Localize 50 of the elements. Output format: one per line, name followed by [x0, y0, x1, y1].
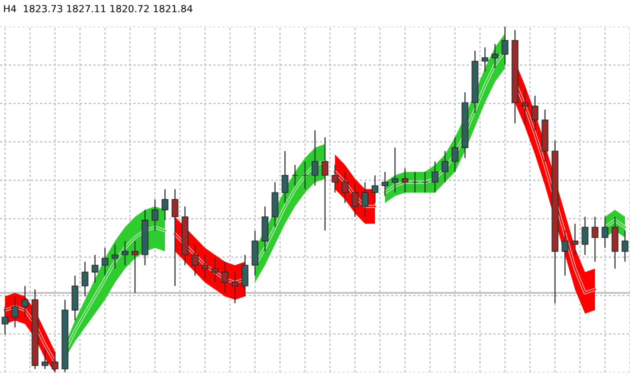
candlestick [102, 247, 108, 276]
candlestick [312, 130, 318, 186]
candlestick [92, 254, 98, 284]
chart-title: H4 1823.73 1827.11 1820.72 1821.84 [4, 4, 192, 12]
candlestick [222, 261, 228, 294]
candlestick [52, 351, 58, 372]
candlestick [532, 95, 538, 131]
candlestick [592, 216, 598, 262]
candlestick [42, 348, 48, 370]
candlestick [482, 46, 488, 72]
candlestick [432, 160, 438, 194]
candlestick [162, 188, 168, 221]
candlestick [212, 258, 218, 284]
candlestick [302, 160, 308, 190]
candlestick [422, 171, 428, 194]
candlestick [622, 230, 628, 262]
candlestick [192, 244, 198, 276]
candlestick [352, 182, 358, 218]
candlestick [412, 171, 418, 194]
candlestick [522, 88, 528, 124]
candlestick [292, 164, 298, 186]
candlestick [332, 164, 338, 194]
candlestick [582, 216, 588, 256]
candlestick [112, 244, 118, 270]
candlestick [452, 136, 458, 172]
candlestick [122, 240, 128, 266]
candlestick [132, 240, 138, 294]
candlestick [382, 171, 388, 197]
candlestick [152, 198, 158, 232]
candlestick [82, 261, 88, 297]
candlestick [402, 168, 408, 194]
candlestick [562, 230, 568, 276]
candlestick [202, 254, 208, 280]
candlestick [602, 216, 608, 248]
candlestick [242, 254, 248, 297]
candlestick [322, 136, 328, 232]
candlestick [492, 43, 498, 69]
candlestick [372, 174, 378, 204]
candlestick [22, 285, 28, 318]
candlestick [2, 306, 8, 335]
candlestick [172, 188, 178, 287]
candlestick [392, 147, 398, 194]
candlestick [282, 150, 288, 204]
candlestick [502, 26, 508, 66]
candlestick [442, 150, 448, 183]
candlestick [12, 296, 18, 328]
candlestick [232, 272, 238, 304]
candlestick [362, 182, 368, 218]
candlestick [342, 171, 348, 204]
candlestick [572, 223, 578, 256]
